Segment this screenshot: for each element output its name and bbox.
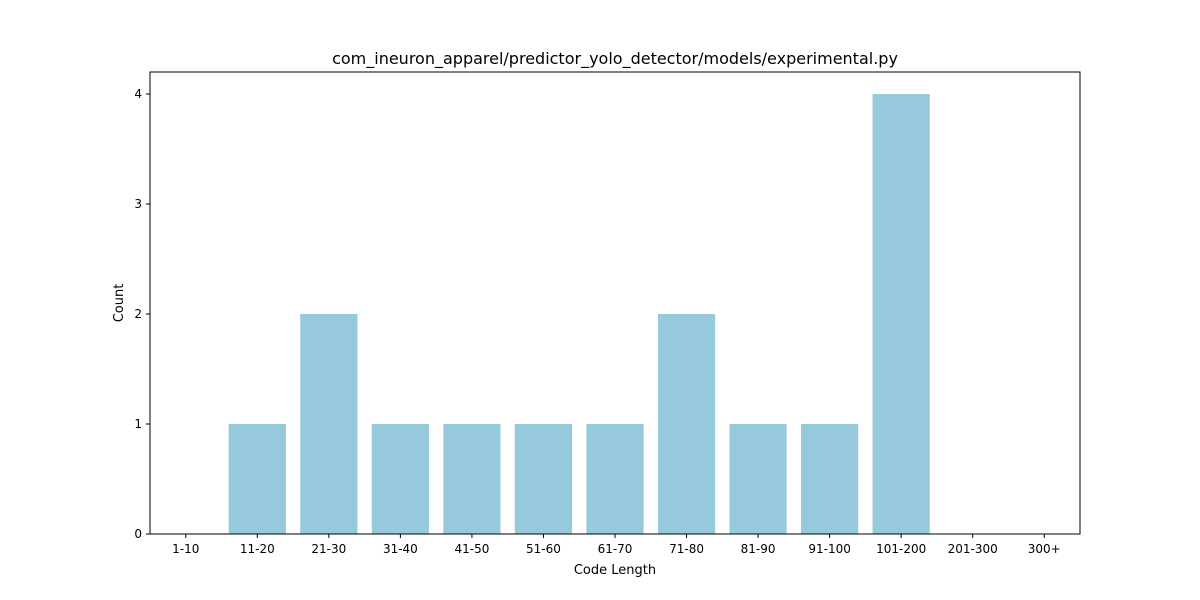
bar-51-60 <box>514 424 573 534</box>
chart-title: com_ineuron_apparel/predictor_yolo_detec… <box>332 49 898 69</box>
x-tick-label: 101-200 <box>876 542 926 556</box>
x-tick-label: 61-70 <box>598 542 633 556</box>
y-tick-label: 4 <box>134 87 142 101</box>
bar-31-40 <box>371 424 429 534</box>
bar-41-50 <box>443 424 501 534</box>
x-axis-label: Code Length <box>574 563 656 578</box>
x-tick-label: 1-10 <box>172 542 199 556</box>
bar-101-200 <box>872 94 930 534</box>
bar-11-20 <box>228 424 286 534</box>
bars-group <box>228 94 930 534</box>
x-axis: 1-10 11-20 21-30 31-40 41-50 51-60 61-70 71-80 8… <box>172 534 1061 556</box>
x-tick-label: 71-80 <box>669 542 704 556</box>
bar-91-100 <box>801 424 859 534</box>
y-tick-label: 3 <box>134 197 142 211</box>
bar-81-90 <box>729 424 787 534</box>
bar-21-30 <box>300 314 358 534</box>
x-tick-label: 91-100 <box>808 542 851 556</box>
x-tick-label: 41-50 <box>454 542 489 556</box>
y-tick-label: 2 <box>134 307 142 321</box>
x-tick-label: 21-30 <box>311 542 346 556</box>
y-tick-label: 1 <box>134 417 142 431</box>
bar-61-70 <box>586 424 644 534</box>
y-axis-label: Count <box>112 284 127 323</box>
y-axis: 0 1 2 3 4 <box>134 87 150 541</box>
x-tick-label: 11-20 <box>240 542 275 556</box>
x-tick-label: 201-300 <box>948 542 998 556</box>
bar-71-80 <box>657 314 716 534</box>
x-tick-label: 300+ <box>1028 542 1061 556</box>
x-tick-label: 31-40 <box>383 542 418 556</box>
x-tick-label: 51-60 <box>526 542 561 556</box>
x-tick-label: 81-90 <box>741 542 776 556</box>
y-tick-label: 0 <box>134 527 142 541</box>
